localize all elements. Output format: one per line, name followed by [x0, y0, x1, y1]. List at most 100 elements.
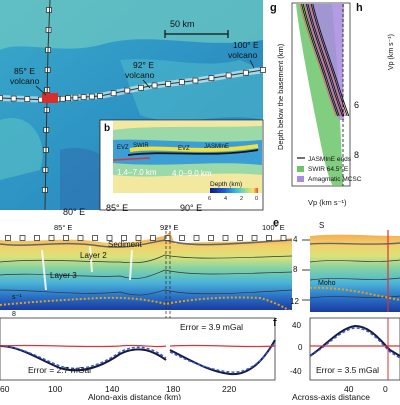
panel-b-depth-label: Depth (km) [210, 181, 242, 188]
gravity-model-right [169, 341, 276, 373]
gravity-error-1: Error = 2.7 mGal [28, 365, 91, 375]
panel-f-frame [309, 317, 400, 381]
panel-d-section: 85° E 92° E 100° E Sediment Layer 2 Laye… [0, 223, 293, 372]
jasmine-profile-line [302, 3, 340, 117]
survey-station-box [151, 82, 158, 89]
section-station-box [266, 235, 272, 241]
survey-station-box [88, 93, 95, 100]
contour-2 [0, 269, 293, 279]
gravity-model-left [0, 345, 167, 369]
layer2-label: Layer 2 [80, 251, 107, 260]
gravity-xtick-220: 220 [222, 384, 236, 394]
gravity-observed-left [0, 345, 167, 372]
section-station-box [251, 235, 258, 241]
panel-b-colorbar [210, 188, 258, 193]
jasmine-profile-line [305, 3, 343, 117]
lon-80-label: 80° E [63, 207, 85, 217]
lon-85-label: 85° E [106, 203, 128, 213]
section-top-mask-left [0, 232, 170, 244]
panel-b-evz2-tag: EVZ [178, 146, 190, 152]
survey-station-box [225, 72, 232, 79]
panel-b-range-2: 4.0–9.0 km [172, 169, 212, 178]
section-top-mask-right [170, 232, 292, 244]
gravity-xtick-140: 140 [105, 384, 119, 394]
section-station-markers [5, 235, 287, 241]
colorbar-tick-0: 0 [255, 196, 258, 202]
survey-station-box [208, 75, 215, 82]
section-station-box [135, 235, 142, 241]
panel-b-inset: b EVZ SWIR EVZ JASMInE 1.4–7.0 km 4.0–9.… [99, 119, 264, 213]
jasmine-profile-line [309, 3, 347, 117]
volcano-100-pointer [249, 59, 255, 69]
volcano-85-pointer [35, 85, 47, 96]
survey-station-box [24, 96, 31, 102]
panel-g-legend: JASMInE ends SWIR 64.5° E Amagmatic MCSC [297, 156, 362, 183]
jasmine-profile-line [304, 3, 342, 117]
panel-e-velocity-field [310, 230, 400, 312]
panel-e-moho-line [309, 286, 400, 301]
section-station-box [5, 235, 11, 241]
gravity-observed-right [169, 339, 276, 376]
panel-f-letter: f [273, 317, 277, 329]
panel-g-ylabel: Depth below the basement (km) [276, 43, 285, 150]
scale-value: 8 [12, 311, 16, 318]
moho-line [0, 296, 293, 313]
panel-b-swir-track [112, 157, 151, 161]
volcano-92-pointer [142, 79, 151, 89]
section-station-box [63, 235, 69, 241]
survey-station-box [138, 84, 144, 91]
sediment-label: Sediment [108, 240, 143, 249]
panel-g-xlabel: Vp (km s⁻¹) [308, 198, 347, 207]
section-station-box [150, 235, 156, 241]
legend-swir: SWIR 64.5° E [308, 165, 349, 173]
section-station-box [121, 235, 127, 241]
jasmine-profile-line [299, 3, 337, 117]
survey-station-box [97, 93, 103, 99]
section-station-box [193, 235, 200, 241]
survey-station-box [59, 95, 66, 102]
panel-f: f Error = 3.5 mGal 40 0 -40 40 0 Across-… [273, 317, 400, 402]
section-station-box [222, 235, 229, 241]
section-station-box [237, 235, 243, 241]
gravity-xtick-180: 180 [166, 384, 180, 394]
sediment-layer [0, 239, 293, 248]
survey-station-box [242, 69, 249, 76]
survey-station-box [80, 94, 87, 100]
legend-swatch-swir [297, 166, 304, 172]
panel-b-jasmine-tag: JASMInE [204, 144, 229, 150]
panel-f-xlabel: Across-axis distance [292, 392, 370, 400]
west-patch [0, 118, 43, 180]
colorbar-tick-2: 2 [240, 196, 243, 202]
layer3-label: Layer 3 [50, 271, 77, 280]
gravity-xlabel: Along-axis distance (km) [88, 392, 181, 400]
legend-jasmine: JASMInE ends [308, 156, 352, 163]
panel-e-letter: e [273, 217, 279, 229]
panel-b-swir-tag: SWIR [133, 143, 149, 149]
gravity-error-2: Error = 3.9 mGal [180, 322, 243, 332]
jasmine-profiles [299, 3, 350, 117]
panel-b-letter: b [104, 123, 110, 134]
panel-e-moho-label: Moho [318, 280, 336, 287]
panel-f-xtick-40: 40 [344, 384, 354, 394]
jasmine-profile-line [312, 3, 350, 117]
section-lon-85: 85° E [54, 223, 72, 232]
section-station-box [92, 235, 98, 241]
panel-e: e S 4 8 12 Moho [273, 217, 400, 312]
volcano-85-marker [42, 93, 58, 103]
panel-h-tick-8: 8 [354, 150, 359, 160]
panel-d-gravity: Error = 2.7 mGal Error = 3.9 mGal 60 100… [0, 317, 276, 402]
survey-station-box [0, 95, 3, 101]
section-station-box [19, 235, 26, 241]
panel-f-ytick-0: 0 [298, 343, 303, 352]
panel-f-ytick-40: 40 [292, 321, 301, 330]
units-label: s⁻¹ [12, 294, 22, 301]
survey-station-box [65, 95, 72, 102]
section-lon-92: 92° E [160, 223, 178, 232]
gravity-xtick-60: 60 [0, 384, 10, 394]
cross-line-station-box [46, 7, 52, 13]
survey-station-box [72, 94, 79, 101]
panel-e-contour-3 [309, 295, 400, 299]
panel-e-tick-4: 4 [293, 235, 298, 244]
